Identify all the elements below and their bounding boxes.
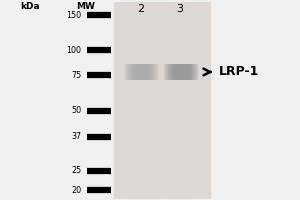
Text: 25: 25 [71,166,81,175]
Text: MW: MW [76,2,95,11]
Text: 37: 37 [71,132,81,141]
Text: 20: 20 [71,186,81,195]
Text: 150: 150 [66,11,81,20]
Bar [114,2,210,199]
Text: kDa: kDa [21,2,40,11]
Text: 100: 100 [66,46,81,55]
Text: 75: 75 [71,71,81,80]
Text: 50: 50 [71,106,81,115]
Text: LRP-1: LRP-1 [219,65,259,78]
Text: 3: 3 [176,4,183,14]
Text: 2: 2 [137,4,145,14]
